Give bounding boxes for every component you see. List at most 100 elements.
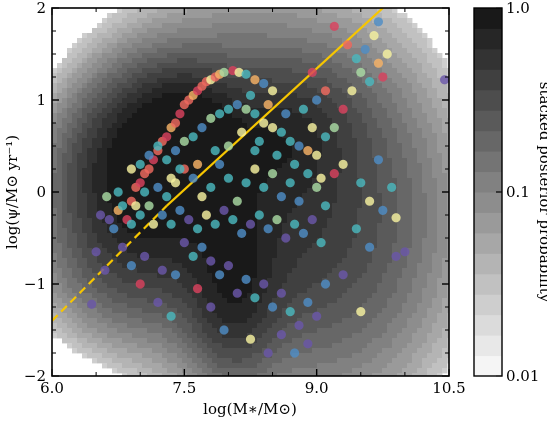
density-cell [292,258,298,264]
density-cell [337,258,343,264]
density-cell [312,308,318,314]
density-cell [322,143,328,149]
density-cell [257,323,263,329]
density-cell [247,53,253,59]
density-cell [422,323,428,329]
density-cell [322,313,328,319]
density-cell [197,178,203,184]
density-cell [182,193,188,199]
density-cell [322,108,328,114]
density-cell [212,188,218,194]
density-cell [197,18,203,24]
density-cell [382,203,388,209]
density-cell [277,143,283,149]
density-cell [222,8,228,14]
density-cell [442,318,448,324]
density-cell [287,108,293,114]
density-cell [327,288,333,294]
density-cell [417,248,423,254]
density-cell [52,308,58,314]
density-cell [167,68,173,74]
density-cell [222,128,228,134]
density-cell [367,53,373,59]
density-cell [407,143,413,149]
density-cell [137,253,143,259]
density-cell [302,143,308,149]
density-cell [422,138,428,144]
density-cell [437,293,443,299]
density-cell [162,68,168,74]
density-cell [277,73,283,79]
density-cell [392,178,398,184]
density-cell [232,253,238,259]
density-cell [87,193,93,199]
density-cell [82,73,88,79]
density-cell [367,308,373,314]
density-cell [77,323,83,329]
density-cell [402,158,408,164]
density-cell [237,113,243,119]
density-cell [182,108,188,114]
density-cell [102,153,108,159]
density-cell [52,133,58,139]
density-cell [262,198,268,204]
density-cell [72,258,78,264]
density-cell [322,198,328,204]
density-cell [57,78,63,84]
density-cell [267,58,273,64]
density-cell [102,173,108,179]
density-cell [212,23,218,29]
density-cell [412,28,418,34]
density-cell [427,293,433,299]
density-cell [447,308,449,314]
density-cell [302,268,308,274]
density-cell [357,248,363,254]
density-cell [52,268,58,274]
density-cell [317,68,323,74]
density-cell [277,258,283,264]
density-cell [77,253,83,259]
density-cell [367,193,373,199]
density-cell [97,163,103,169]
density-cell [407,138,413,144]
density-cell [362,188,368,194]
density-cell [172,243,178,249]
density-cell [172,138,178,144]
density-cell [87,83,93,89]
density-cell [362,228,368,234]
density-cell [402,23,408,29]
density-cell [252,83,258,89]
density-cell [337,218,343,224]
density-cell [262,153,268,159]
density-cell [172,168,178,174]
density-cell [187,278,193,284]
density-cell [392,198,398,204]
density-cell [297,228,303,234]
density-cell [442,133,448,139]
density-cell [227,33,233,39]
density-cell [202,268,208,274]
density-cell [212,68,218,74]
density-cell [112,293,118,299]
density-cell [122,223,128,229]
density-cell [292,153,298,159]
density-cell [352,33,358,39]
density-cell [177,158,183,164]
density-cell [257,163,263,169]
density-cell [57,88,63,94]
density-cell [337,253,343,259]
density-cell [112,33,118,39]
density-cell [337,228,343,234]
density-cell [87,98,93,104]
density-cell [427,128,433,134]
density-cell [312,278,318,284]
density-cell [387,233,393,239]
density-cell [152,63,158,69]
density-cell [67,63,73,69]
density-cell [222,218,228,224]
density-cell [347,273,353,279]
density-cell [227,253,233,259]
density-cell [407,263,413,269]
density-cell [287,28,293,34]
density-cell [327,143,333,149]
